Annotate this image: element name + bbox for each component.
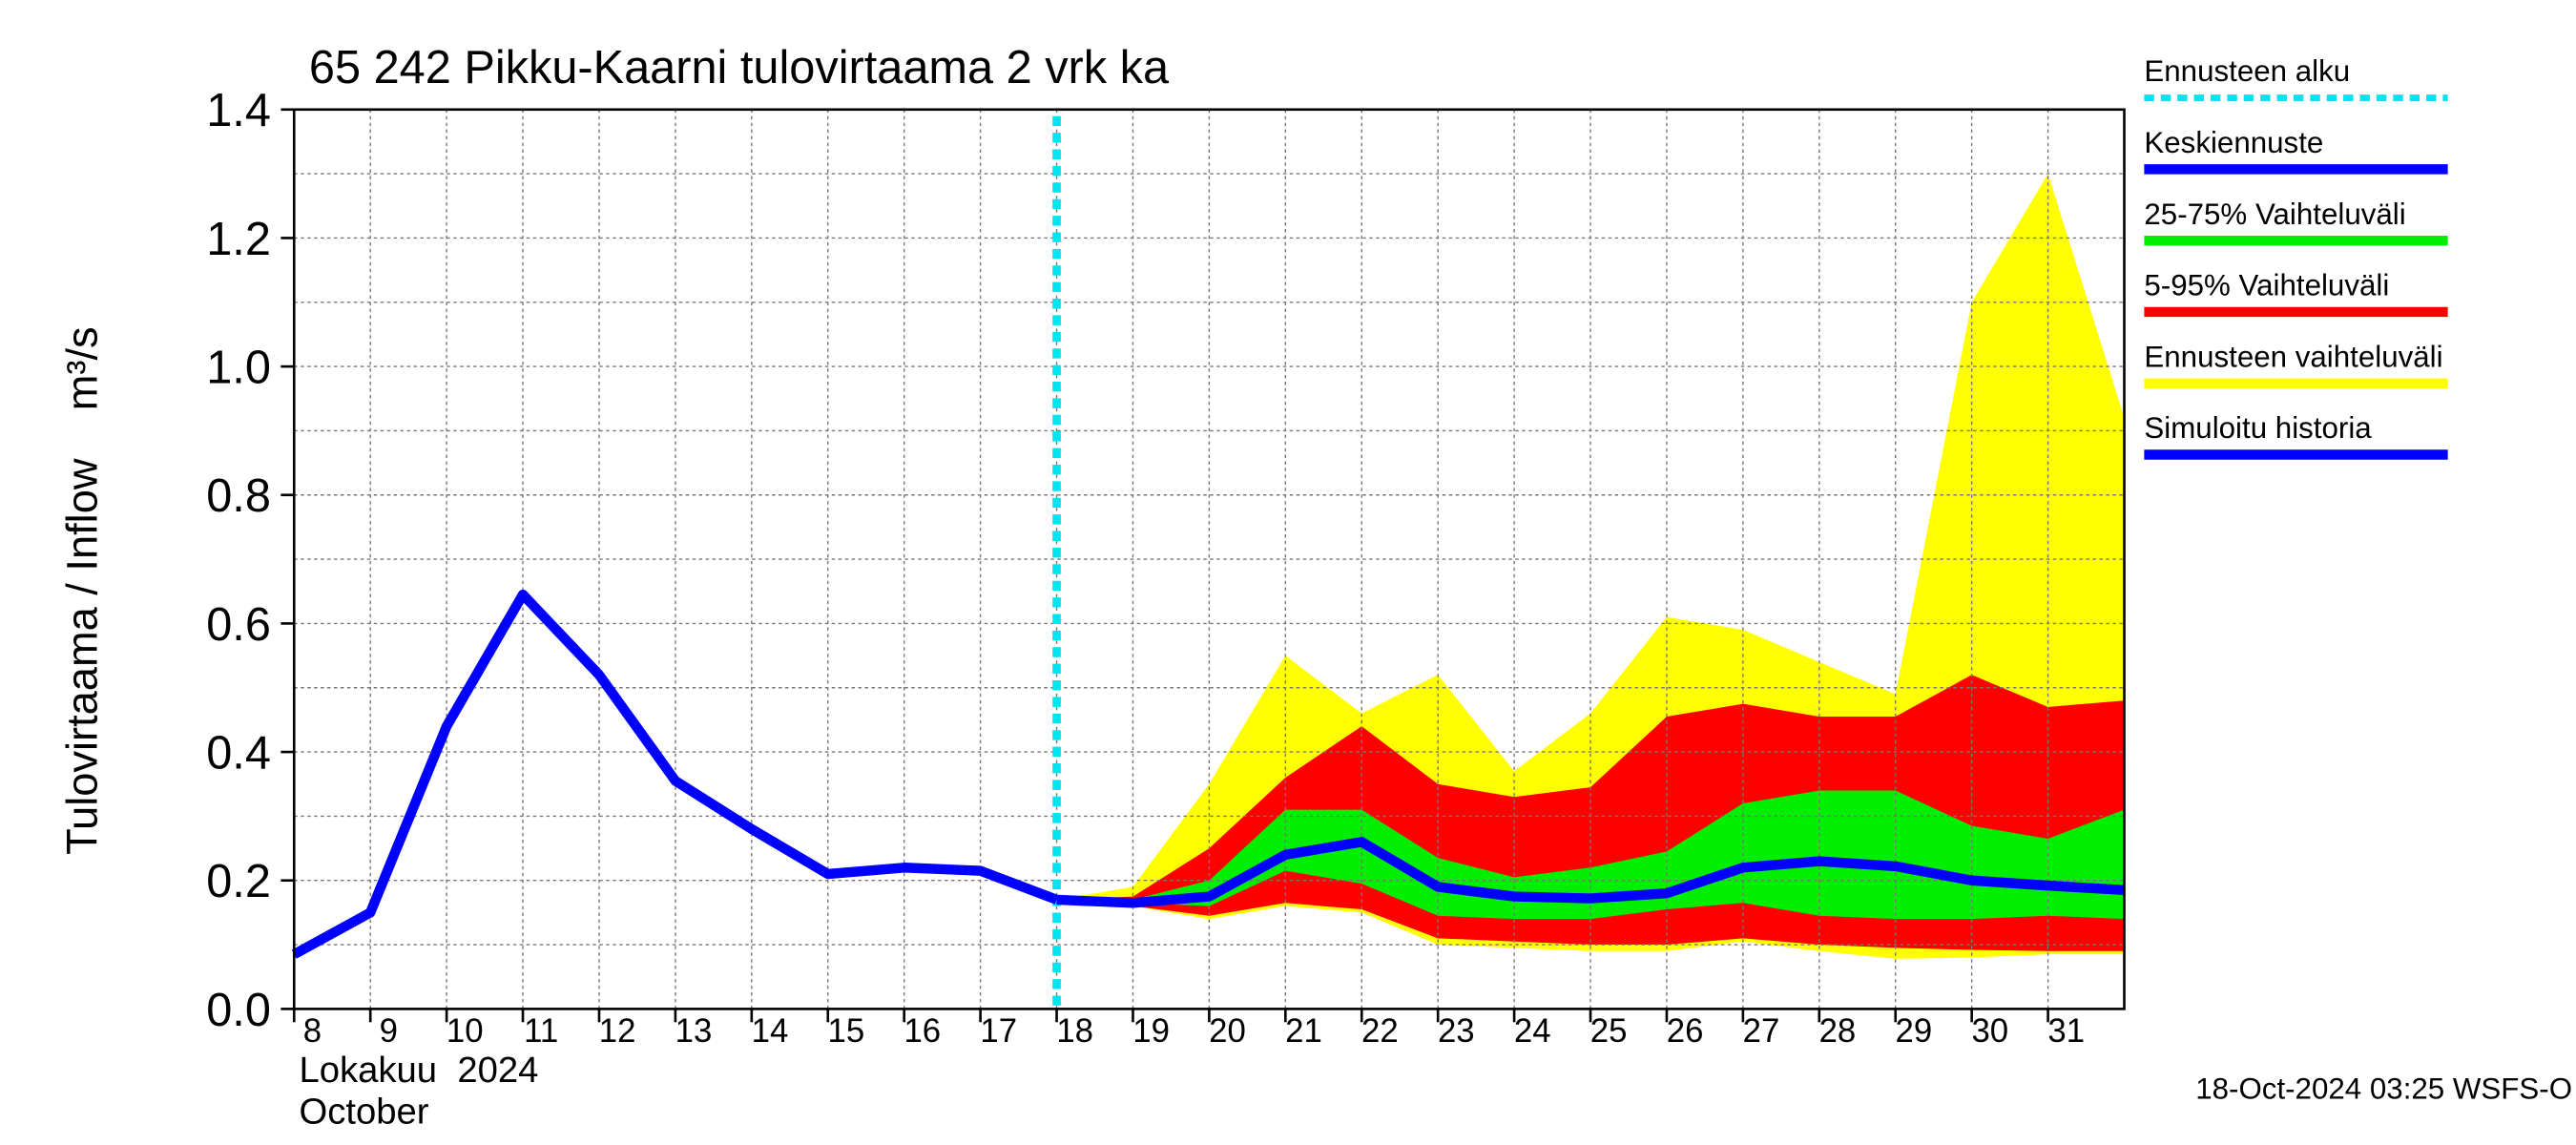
legend-label: Ennusteen vaihteluväli (2144, 340, 2442, 373)
x-tick-label: 14 (752, 1013, 789, 1050)
x-tick-label: 15 (828, 1013, 865, 1050)
x-tick-label: 20 (1209, 1013, 1246, 1050)
x-tick-label: 12 (599, 1013, 636, 1050)
x-tick-label: 27 (1743, 1013, 1780, 1050)
legend-label: 5-95% Vaihteluväli (2144, 269, 2389, 302)
x-tick-label: 13 (675, 1013, 713, 1050)
x-tick-label: 29 (1896, 1013, 1933, 1050)
x-tick-label: 30 (1971, 1013, 2008, 1050)
x-tick-label: 31 (2047, 1013, 2085, 1050)
x-tick-label: 9 (380, 1013, 398, 1050)
x-tick-label: 18 (1056, 1013, 1093, 1050)
legend-label: 25-75% Vaihteluväli (2144, 198, 2405, 231)
x-tick-label: 11 (524, 1013, 558, 1050)
x-axis-label: October (299, 1091, 428, 1132)
band (1056, 790, 2125, 920)
y-tick-label: 0.6 (206, 599, 271, 651)
y-tick-label: 0.0 (206, 985, 271, 1036)
footer: 18-Oct-2024 03:25 WSFS-O (2195, 1072, 2572, 1105)
y-tick-label: 0.8 (206, 470, 271, 522)
chart-title: 65 242 Pikku-Kaarni tulovirtaama 2 vrk k… (309, 42, 1170, 94)
x-axis-label: Lokakuu 2024 (299, 1050, 538, 1091)
x-tick-label: 23 (1438, 1013, 1475, 1050)
x-tick-label: 28 (1819, 1013, 1857, 1050)
x-tick-label: 19 (1132, 1013, 1170, 1050)
x-tick-label: 16 (904, 1013, 941, 1050)
line (1056, 837, 2125, 908)
y-tick-label: 0.4 (206, 727, 271, 779)
legend-label: Keskiennuste (2144, 126, 2323, 159)
y-axis-label: Tulovirtaama / Inflow m³/s (57, 326, 106, 854)
x-tick-label: 24 (1514, 1013, 1551, 1050)
x-tick-label: 8 (303, 1013, 322, 1050)
legend-label: Ennusteen alku (2144, 54, 2350, 88)
x-tick-label: 17 (980, 1013, 1017, 1050)
y-tick-label: 1.2 (206, 214, 271, 265)
x-tick-label: 22 (1361, 1013, 1399, 1050)
x-tick-label: 25 (1590, 1013, 1628, 1050)
plot-frame (292, 108, 2126, 1010)
y-tick-label: 1.0 (206, 342, 271, 393)
line (291, 589, 1059, 959)
x-tick-label: 21 (1285, 1013, 1322, 1050)
y-tick-label: 1.4 (206, 85, 271, 136)
x-tick-label: 26 (1667, 1013, 1704, 1050)
x-tick-label: 10 (447, 1013, 484, 1050)
legend-label: Simuloitu historia (2144, 411, 2372, 445)
y-tick-label: 0.2 (206, 856, 271, 907)
